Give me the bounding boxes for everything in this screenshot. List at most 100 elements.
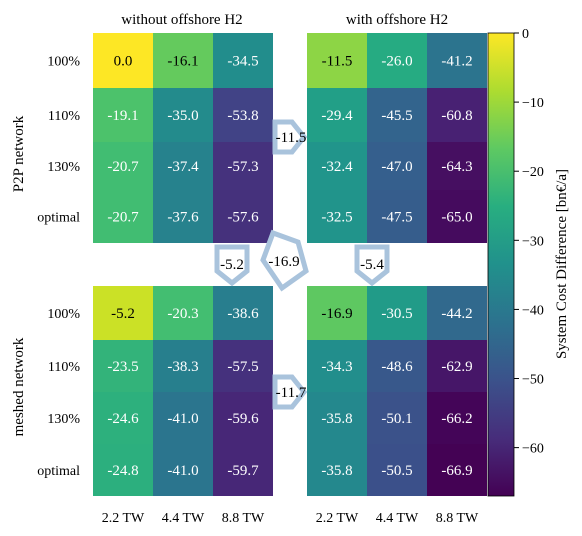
heatmap-cell [427, 444, 487, 496]
cell-value-label: -57.5 [227, 359, 258, 375]
arrow-left-vertical-label: -5.2 [220, 257, 244, 273]
heatmap-cell [427, 286, 487, 340]
y-tick-labels: 100% 110% 130% optimal 100% 110% 130% optimal [37, 55, 80, 480]
cell-value-label: -26.0 [381, 54, 412, 70]
cell-value-label: -20.3 [167, 306, 198, 322]
heatmap-cell [153, 444, 213, 496]
cell-value-label: -23.5 [107, 359, 138, 375]
cell-value-label: -5.2 [111, 306, 135, 322]
y-tick-label: 110% [48, 109, 80, 124]
heatmap-cell [307, 88, 367, 142]
y-tick-label: 110% [48, 360, 80, 375]
heatmap-cell [153, 286, 213, 340]
heatmap-cell [93, 286, 153, 340]
cell-value-label: -47.5 [381, 210, 412, 226]
x-tick-label: 4.4 TW [376, 511, 419, 526]
cell-value-label: -53.8 [227, 108, 258, 124]
heatmap-cell [153, 340, 213, 392]
heatmap-cell [427, 190, 487, 243]
heatmap-cell [213, 286, 273, 340]
arrow-bottom-horizontal-label: -11.7 [276, 385, 307, 401]
y-tick-label: 130% [47, 160, 80, 175]
heatmap-cell [307, 340, 367, 392]
heatmap-cell [153, 190, 213, 243]
cell-value-label: -20.7 [107, 210, 139, 226]
heatmap-cell [367, 33, 427, 88]
heatmap-cell [427, 33, 487, 88]
cell-value-label: -57.3 [227, 159, 258, 175]
cell-value-label: -35.0 [167, 108, 198, 124]
cell-value-label: -45.5 [381, 108, 412, 124]
cell-value-label: -20.7 [107, 159, 139, 175]
cell-value-label: -34.3 [321, 359, 352, 375]
cell-value-label: -66.9 [441, 463, 472, 479]
heatmap-cell [307, 142, 367, 190]
arrow-top-horizontal [272, 119, 308, 155]
cell-value-label: -34.5 [227, 54, 258, 70]
y-tick-label: 130% [47, 412, 80, 427]
colorbar-ticks: 0 −10 −20 −30 −40 −50 −60 [514, 27, 544, 457]
heatmap-cell [213, 142, 273, 190]
cell-value-label: -24.6 [107, 411, 139, 427]
arrow-diagonal-label: -16.9 [268, 254, 299, 270]
colorbar-label: System Cost Difference [bn€/a] [554, 169, 570, 359]
heatmap-cell [213, 88, 273, 142]
y-tick-label: optimal [37, 464, 80, 479]
heatmap-cell [367, 190, 427, 243]
heatmap-cell [93, 190, 153, 243]
cell-value-label: -32.4 [321, 159, 353, 175]
y-tick-label: 100% [47, 55, 80, 70]
colorbar-tick-label: −30 [522, 234, 544, 249]
cell-value-label: -38.3 [167, 359, 198, 375]
cell-value-label: -48.6 [381, 359, 413, 375]
cell-value-label: -59.7 [227, 463, 259, 479]
heatmap-cell [367, 340, 427, 392]
difference-arrows: -11.5 -11.7 -5.2 -5.4 -16.9 [214, 119, 390, 410]
heatmap-cell [153, 392, 213, 444]
heatmap-cell [213, 190, 273, 243]
cell-value-label: -30.5 [381, 306, 412, 322]
x-tick-label: 2.2 TW [316, 511, 359, 526]
cell-value-label: -44.2 [441, 306, 472, 322]
heatmap-cell [93, 142, 153, 190]
cell-value-label: -64.3 [441, 159, 472, 175]
x-tick-label: 4.4 TW [162, 511, 205, 526]
heatmap-cell [153, 88, 213, 142]
cell-value-label: -57.6 [227, 210, 259, 226]
cell-value-label: -24.8 [107, 463, 138, 479]
cell-value-label: -66.2 [441, 411, 472, 427]
arrow-bottom-horizontal [272, 374, 308, 410]
heatmap-cell [367, 392, 427, 444]
heatmap-cell [427, 340, 487, 392]
heatmap-cell [213, 444, 273, 496]
heatmap-cell [153, 33, 213, 88]
arrow-left-vertical [214, 244, 250, 287]
heatmap-cell [427, 88, 487, 142]
cell-value-label: -50.5 [381, 463, 412, 479]
heatmap-cell [93, 33, 153, 88]
x-tick-label: 8.8 TW [436, 511, 479, 526]
heatmap-cell [427, 392, 487, 444]
heatmap-panels: 0.0 -16.1 -34.5 -19.1 -35.0 -53.8 -20.7 -37.4 -5… [93, 33, 487, 496]
cell-value-label: -47.0 [381, 159, 412, 175]
y-tick-label: optimal [37, 211, 80, 226]
x-tick-label: 8.8 TW [222, 511, 265, 526]
cell-value-label: -37.6 [167, 210, 199, 226]
heatmap-cell [367, 142, 427, 190]
cell-value-label: -50.1 [381, 411, 412, 427]
colorbar-tick-label: −50 [522, 373, 544, 388]
cell-value-label: -41.0 [167, 463, 198, 479]
arrow-right-vertical [354, 244, 390, 287]
x-tick-labels: 2.2 TW 4.4 TW 8.8 TW 2.2 TW 4.4 TW 8.8 TW [102, 511, 479, 526]
row-title-meshed: meshed network [11, 337, 27, 436]
heatmap-cell [93, 444, 153, 496]
cell-value-label: 0.0 [114, 54, 133, 70]
heatmap-cell [93, 88, 153, 142]
cell-value-label: -38.6 [227, 306, 259, 322]
arrow-top-horizontal-label: -11.5 [276, 130, 307, 146]
heatmap-cell [307, 33, 367, 88]
x-tick-label: 2.2 TW [102, 511, 145, 526]
colorbar-tick-label: −10 [522, 96, 544, 111]
colorbar-tick-label: −60 [522, 442, 544, 457]
